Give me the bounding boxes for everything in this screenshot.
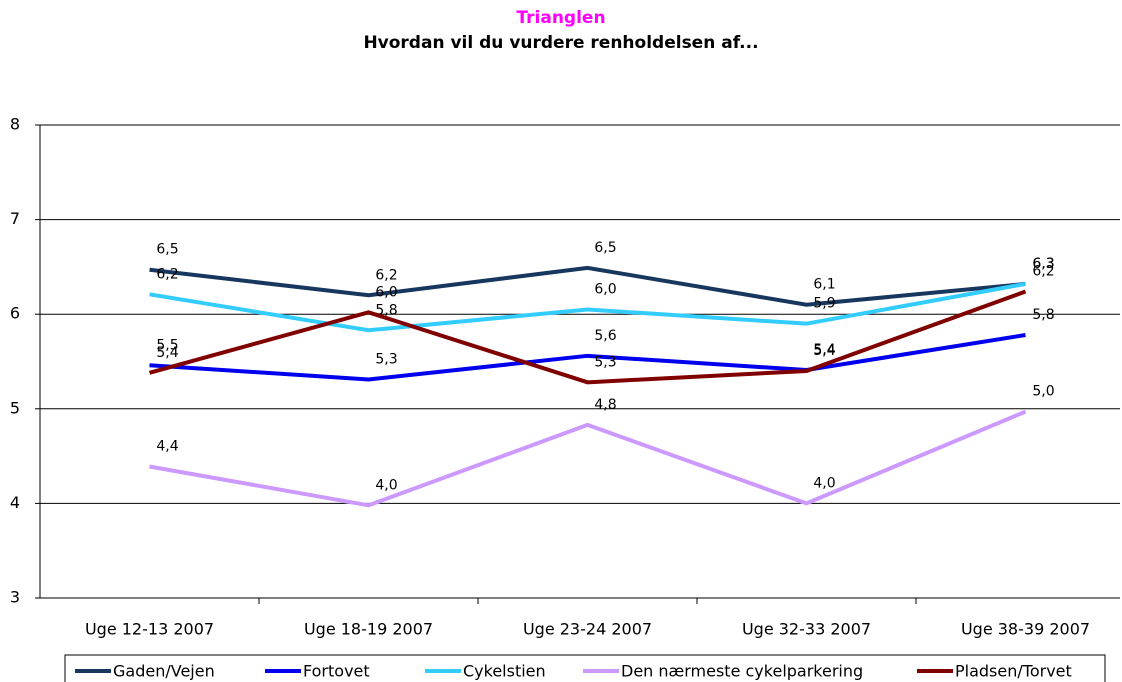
series-line [149,281,1026,333]
legend-label: Den nærmeste cykelparkering [621,662,863,681]
data-label: 5,3 [594,354,616,370]
series-line [149,409,1027,508]
series-line [148,289,1027,385]
x-tick-label: Uge 23-24 2007 [523,620,652,639]
data-label: 5,4 [813,343,835,359]
data-label: 5,8 [1032,307,1054,323]
data-label: 6,2 [156,266,178,282]
y-tick-label: 8 [10,115,20,134]
x-tick-label: Uge 38-39 2007 [961,620,1090,639]
y-tick-label: 7 [10,209,20,228]
y-tick-label: 6 [10,304,20,323]
data-label: 5,9 [813,296,835,312]
data-label: 6,5 [594,240,616,256]
legend-label: Gaden/Vejen [113,662,215,681]
legend-label: Cykelstien [463,662,546,681]
series-line [149,333,1026,382]
x-tick-label: Uge 18-19 2007 [304,620,433,639]
data-label: 4,8 [594,397,616,413]
series-line [149,265,1026,307]
data-label: 6,2 [375,267,397,283]
data-label: 4,4 [156,439,178,455]
y-tick-label: 3 [10,588,20,607]
data-label: 6,3 [1032,256,1054,272]
chart-subtitle: Hvordan vil du vurdere renholdelsen af..… [363,33,758,53]
data-label: 5,5 [156,337,178,353]
data-label: 5,3 [375,351,397,367]
data-label: 6,3 [1032,256,1054,272]
legend-label: Fortovet [303,662,370,681]
data-label: 5,6 [594,328,616,344]
legend-box [64,654,1106,682]
data-label: 6,0 [594,281,616,297]
legend-label: Pladsen/Torvet [955,662,1072,681]
data-label: 6,2 [1032,263,1054,279]
data-label: 5,0 [1032,384,1054,400]
data-label: 6,0 [375,284,397,300]
y-tick-label: 5 [10,398,20,417]
data-label: 5,4 [156,345,178,361]
data-label: 5,4 [813,342,835,358]
data-label: 6,1 [813,277,835,293]
x-tick-label: Uge 32-33 2007 [742,620,871,639]
chart-title: Trianglen [516,8,605,28]
data-label: 4,0 [813,475,835,491]
y-tick-label: 4 [10,493,20,512]
x-tick-label: Uge 12-13 2007 [85,620,214,639]
data-label: 4,0 [375,477,397,493]
data-label: 6,5 [156,242,178,258]
